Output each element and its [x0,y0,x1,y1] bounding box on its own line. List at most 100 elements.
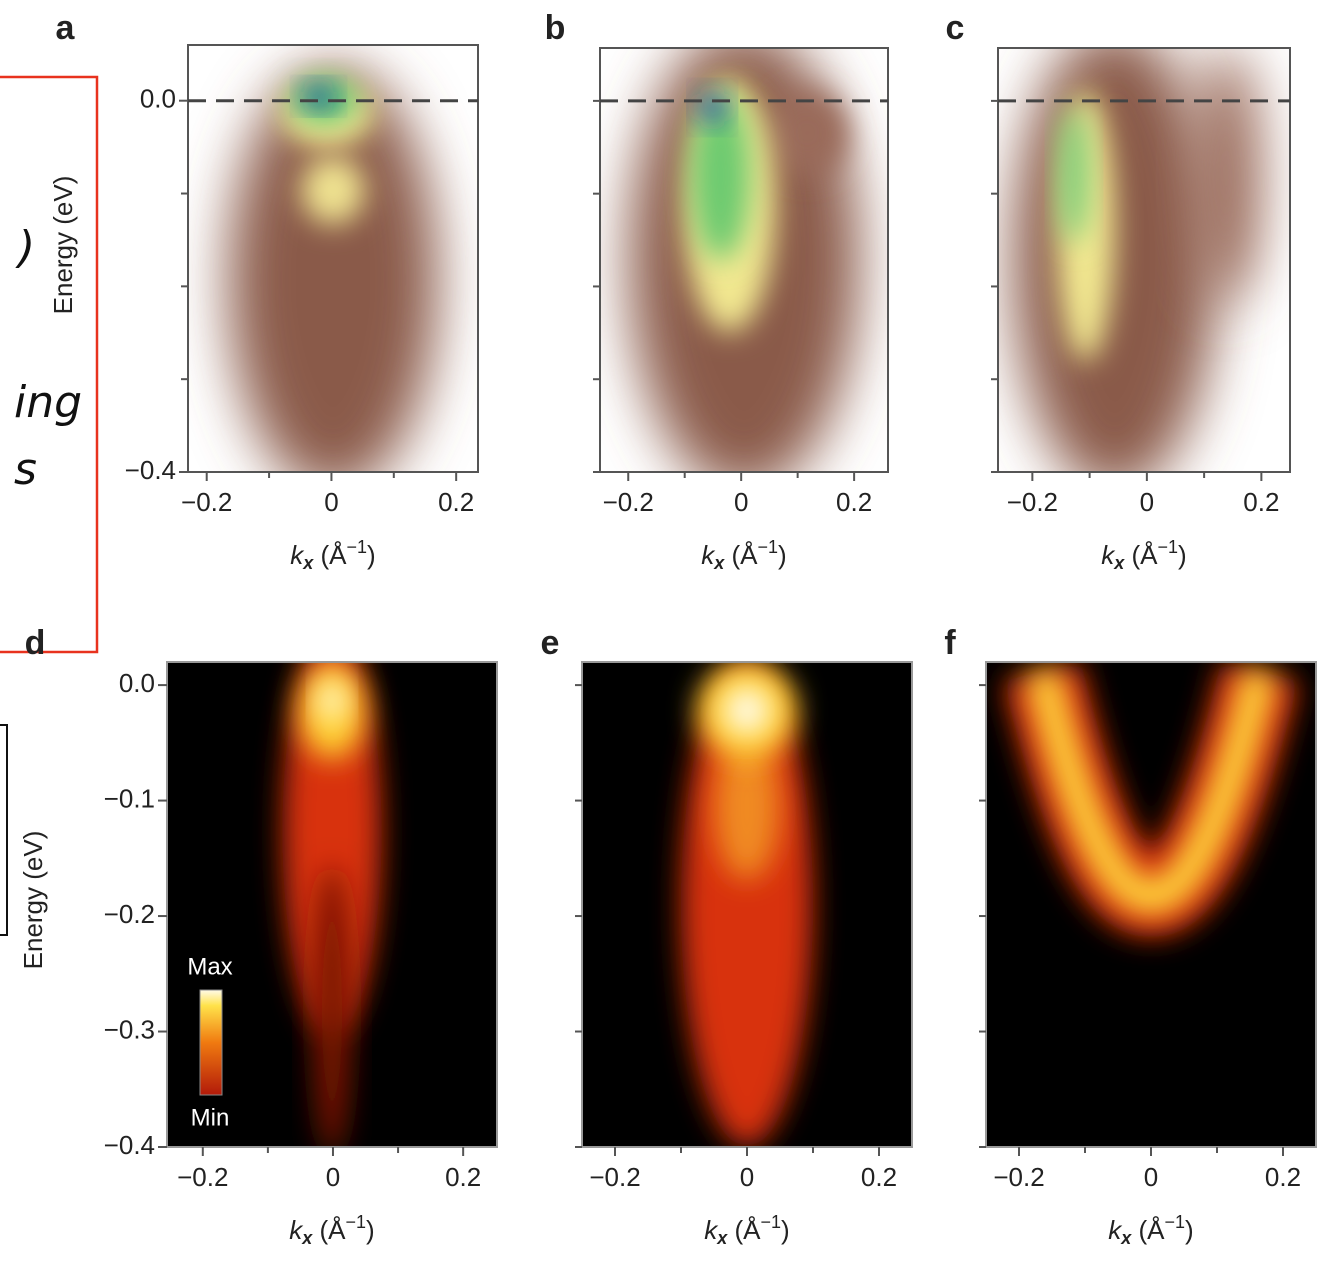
intensity-blob [304,85,333,107]
x-axis-label-part: (Å [1124,540,1158,570]
intensity-blob [723,686,771,735]
y-axis-label: Energy (eV) [18,831,48,970]
x-tick-label: 0 [1144,1162,1158,1192]
x-axis-label-part: (Å [313,540,347,570]
x-axis-label-part: k [289,1215,304,1245]
x-axis-label-part: ) [366,1215,375,1245]
heatmap [188,45,478,472]
x-tick-label: 0.2 [861,1162,897,1192]
plot-frame [997,47,1291,473]
x-tick-label: 0 [734,487,748,517]
intensity-blob [318,681,346,721]
panel-label: b [545,9,566,47]
x-axis-label-part: k [704,1215,719,1245]
y-tick-label: −0.1 [104,783,155,813]
x-axis-label-part: x [1113,553,1125,573]
x-axis-label-part: ) [781,1215,790,1245]
x-axis-label: kx (Å−1) [1108,1212,1193,1248]
y-tick-label: −0.4 [125,455,176,485]
x-tick-label: −0.2 [181,487,232,517]
x-axis-label-part: x [301,1228,313,1248]
intensity-blob [282,662,382,1036]
x-axis-label-part: x [302,553,314,573]
plot-frame [187,44,479,473]
x-tick-label: −0.2 [603,487,654,517]
text-fragment: ing [14,377,82,428]
y-tick-label: −0.2 [104,899,155,929]
text-fragment: ) [15,222,35,273]
panel-label: e [541,624,560,662]
colorbar-label: Min [191,1104,230,1131]
x-tick-label: 0.2 [1243,487,1279,517]
intensity-blob [1059,107,1089,244]
x-tick-label: −0.2 [1007,487,1058,517]
x-axis-label-part: k [701,540,716,570]
text-fragment: s [14,444,37,495]
y-tick-label: −0.3 [104,1014,155,1044]
heatmap [167,662,497,1147]
x-tick-label: 0 [1140,487,1154,517]
heatmap [998,48,1290,472]
x-axis-label-part: ) [1178,540,1187,570]
intensity-blob [699,92,726,123]
x-axis-label-part: (Å [724,540,758,570]
intensity-blob [767,90,848,176]
heatmap [600,48,888,472]
intensity-band [1025,667,1277,914]
intensity-blob [228,66,438,472]
x-axis-label-part: k [1101,540,1116,570]
x-axis-label-part: x [1120,1228,1132,1248]
x-axis-label-part: −1 [761,1212,782,1232]
x-axis-label-part: x [716,1228,728,1248]
y-tick-label: −0.4 [104,1130,155,1160]
x-axis-label-part: ) [778,540,787,570]
panel-label: a [56,9,76,47]
panel-label: d [25,624,46,662]
x-axis-label-part: ) [367,540,376,570]
x-tick-label: 0.2 [1265,1162,1301,1192]
intensity-blob [1012,48,1217,472]
heatmap [582,662,912,1147]
intensity-blob [301,156,365,225]
x-axis-label-part: ) [1185,1215,1194,1245]
y-tick-label: 0.0 [119,668,155,698]
colorbar-label: Max [187,953,232,980]
x-tick-label: 0.2 [438,487,474,517]
x-tick-label: 0 [324,487,338,517]
annotation-box [0,724,8,936]
x-axis-label-part: (Å [727,1215,761,1245]
x-axis-label: kx (Å−1) [289,1212,374,1248]
y-tick-label: 0.0 [140,84,176,114]
intensity-blob [1190,48,1261,303]
panel-label: c [946,9,965,47]
heatmap [986,662,1316,1147]
x-axis-label: kx (Å−1) [704,1212,789,1248]
x-axis-label-part: (Å [1131,1215,1165,1245]
x-axis-label-part: −1 [346,1212,367,1232]
x-axis-label-part: x [713,553,725,573]
x-axis-label-part: k [1108,1215,1123,1245]
x-axis-label-part: (Å [312,1215,346,1245]
plot-frame [599,47,889,473]
intensity-blob [714,734,780,881]
x-axis-label-part: −1 [347,537,368,557]
x-tick-label: −0.2 [993,1162,1044,1192]
x-axis-label-part: k [290,540,305,570]
x-axis-label-part: −1 [758,537,779,557]
x-axis-label: kx (Å−1) [1101,537,1186,573]
panel-label: f [944,624,956,662]
x-axis-label-part: −1 [1158,537,1179,557]
x-tick-label: 0.2 [445,1162,481,1192]
intensity-blob [312,865,352,1147]
x-tick-label: 0 [740,1162,754,1192]
x-tick-label: 0.2 [836,487,872,517]
intensity-blob [692,90,750,260]
x-tick-label: −0.2 [589,1162,640,1192]
x-tick-label: 0 [326,1162,340,1192]
x-axis-label-part: −1 [1165,1212,1186,1232]
x-axis-label: kx (Å−1) [290,537,375,573]
annotation-box [0,75,99,654]
colorbar [199,989,223,1096]
y-axis-label: Energy (eV) [48,176,78,315]
